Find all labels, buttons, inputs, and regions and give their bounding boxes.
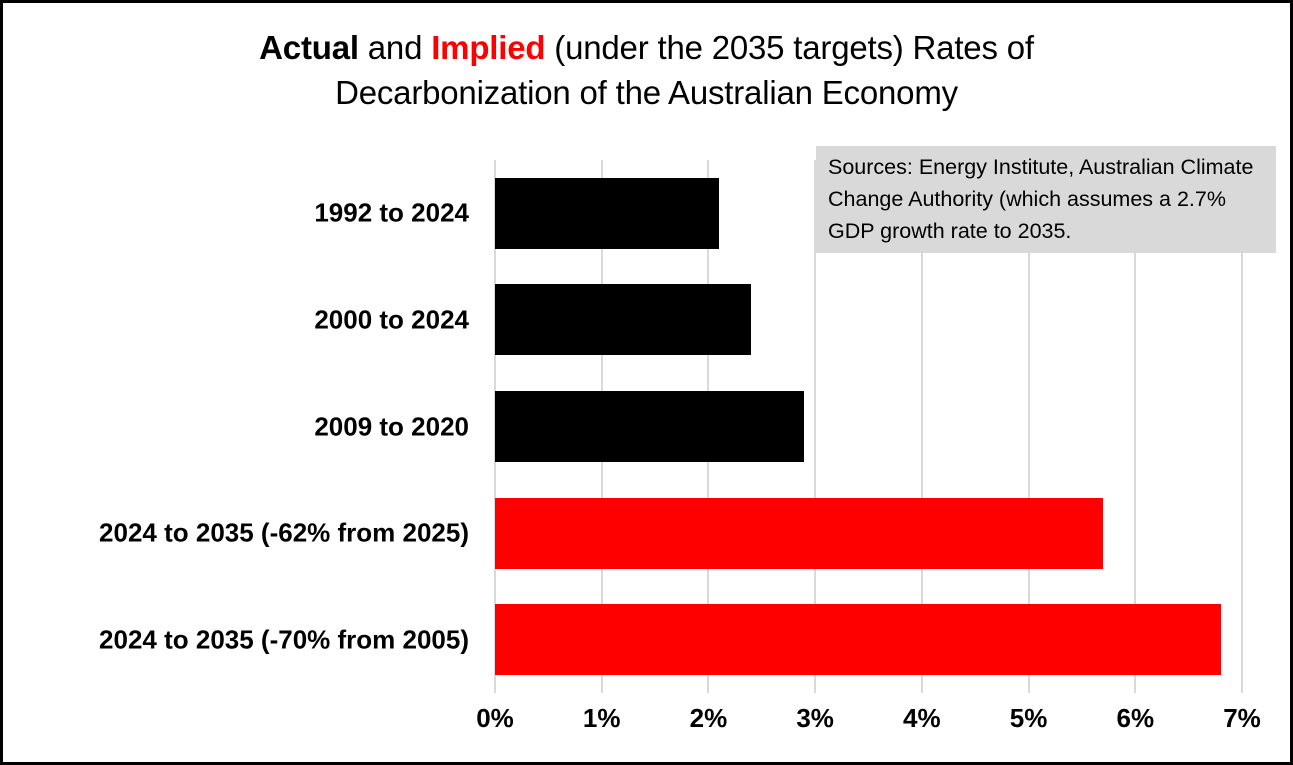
gridline [814, 160, 817, 693]
bar-implied [495, 604, 1221, 676]
x-tick-label: 6% [1116, 703, 1155, 733]
x-tick-label: 2% [689, 703, 728, 733]
gridline [1241, 160, 1243, 693]
category-label: 2000 to 2024 [314, 304, 469, 335]
x-tick-label: 1% [582, 703, 621, 733]
title-regular-text: Decarbonization of the Australian Econom… [335, 74, 958, 111]
chart-title-line: Actual and Implied (under the 2035 targe… [3, 25, 1290, 70]
source-note-box: Sources: Energy Institute, Australian Cl… [816, 146, 1276, 253]
x-axis: 0% 1% 2% 3% 4% 5% 6% 7% [476, 693, 1261, 753]
title-implied-text: Implied [431, 29, 546, 66]
plot-area [494, 160, 1243, 693]
source-note-text: Sources: Energy Institute, Australian Cl… [828, 155, 1254, 243]
bar-actual [495, 177, 720, 249]
x-tick-label: 5% [1009, 703, 1048, 733]
category-label: 2009 to 2020 [314, 411, 469, 441]
category-labels: 1992 to 2024 2000 to 2024 2009 to 2020 2024… [3, 160, 481, 693]
x-tick-label: 3% [796, 703, 834, 733]
title-actual-text: Actual [259, 29, 359, 66]
category-label: 2024 to 2035 (-70% from 2005) [99, 624, 469, 655]
title-regular-text: (under the 2035 targets) Rates of [545, 29, 1034, 66]
gridline [920, 160, 923, 693]
chart-title-line: Decarbonization of the Australian Econom… [3, 70, 1290, 115]
category-label: 2024 to 2035 (-62% from 2025) [99, 517, 469, 548]
bar-actual [495, 391, 805, 462]
bar-actual [495, 284, 752, 356]
title-regular-text: and [358, 29, 432, 66]
chart-title: Actual and Implied (under the 2035 targe… [3, 25, 1290, 115]
x-tick-label: 0% [476, 703, 514, 733]
category-label: 1992 to 2024 [314, 197, 469, 228]
gridline [1027, 160, 1030, 693]
x-tick-label: 7% [1223, 703, 1261, 733]
x-tick-label: 4% [903, 703, 941, 733]
bar-implied [495, 497, 1104, 569]
gridline [1134, 160, 1137, 693]
